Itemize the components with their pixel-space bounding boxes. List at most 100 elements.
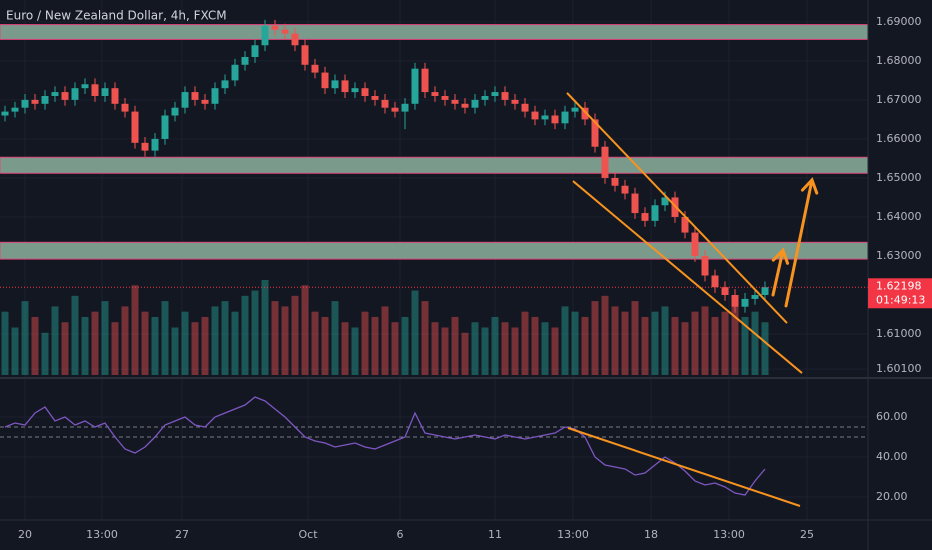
volume-bar bbox=[551, 327, 559, 375]
volume-bar bbox=[231, 311, 239, 375]
candle-body bbox=[381, 99, 389, 108]
volume-bar bbox=[631, 301, 639, 375]
volume-bar bbox=[741, 316, 749, 375]
candle-body bbox=[71, 88, 79, 100]
candle-body bbox=[11, 107, 19, 112]
volume-bar bbox=[651, 311, 659, 375]
arrow bbox=[771, 247, 790, 297]
volume-bar bbox=[591, 301, 599, 375]
countdown: 01:49:13 bbox=[876, 293, 925, 306]
candle-body bbox=[1, 111, 9, 116]
candle-body bbox=[161, 115, 169, 139]
candle-body bbox=[721, 287, 729, 296]
volume-bar bbox=[321, 316, 329, 375]
candle-body bbox=[91, 84, 99, 96]
x-tick-label: 18 bbox=[644, 528, 658, 541]
zone bbox=[0, 156, 869, 174]
candle-body bbox=[581, 107, 589, 120]
volume-bar bbox=[31, 316, 39, 375]
y-tick-label: 1.68000 bbox=[876, 54, 922, 67]
volume-bar bbox=[641, 316, 649, 375]
volume-bar bbox=[711, 316, 719, 375]
x-tick-label: 11 bbox=[488, 528, 502, 541]
volume-bar bbox=[281, 306, 289, 375]
volume-bar bbox=[581, 316, 589, 375]
volume-bar bbox=[751, 311, 759, 375]
candle-body bbox=[41, 95, 49, 104]
x-tick-label: 27 bbox=[175, 528, 189, 541]
x-tick-label: 20 bbox=[18, 528, 32, 541]
zone bbox=[0, 24, 869, 40]
x-tick-label: 13:00 bbox=[557, 528, 589, 541]
drawings bbox=[0, 92, 868, 374]
candle-body bbox=[31, 99, 39, 104]
volume-bar bbox=[41, 332, 49, 375]
trendline bbox=[566, 92, 788, 324]
volume-bar bbox=[431, 322, 439, 375]
volume-bar bbox=[131, 285, 139, 375]
last-price-label: 1.62198 bbox=[876, 279, 922, 292]
candle-body bbox=[391, 107, 399, 112]
volume-bar bbox=[301, 285, 309, 375]
volume-bar bbox=[171, 327, 179, 375]
rsi-pane bbox=[0, 396, 868, 507]
volume-bar bbox=[411, 290, 419, 375]
volume-bar bbox=[451, 316, 459, 375]
volume-bar bbox=[261, 280, 269, 375]
volume-bar bbox=[491, 316, 499, 375]
volume-bar bbox=[691, 311, 699, 375]
volume-bar bbox=[371, 316, 379, 375]
candle-body bbox=[331, 80, 339, 89]
candle-body bbox=[521, 103, 529, 112]
candle-body bbox=[141, 142, 149, 151]
candle-body bbox=[621, 185, 629, 194]
volume-bar bbox=[331, 301, 339, 375]
volume-bar bbox=[501, 322, 509, 375]
volume-bar bbox=[761, 322, 769, 375]
candle-body bbox=[111, 88, 119, 104]
rsi-trendline bbox=[567, 427, 801, 507]
candle-body bbox=[761, 287, 769, 296]
volume-bar bbox=[101, 301, 109, 375]
candle-body bbox=[101, 88, 109, 96]
volume-bar bbox=[21, 301, 29, 375]
candle-body bbox=[401, 103, 409, 112]
volume-bar bbox=[681, 322, 689, 375]
volume-bar bbox=[481, 327, 489, 375]
candle-body bbox=[131, 111, 139, 143]
candle-body bbox=[21, 99, 29, 108]
volume-bar bbox=[291, 295, 299, 375]
volume-bar bbox=[611, 306, 619, 375]
volume-bar bbox=[531, 316, 539, 375]
candle-body bbox=[681, 216, 689, 233]
volume-bar bbox=[311, 311, 319, 375]
volume-bar bbox=[561, 306, 569, 375]
candle-body bbox=[551, 115, 559, 124]
volume-bar bbox=[471, 322, 479, 375]
candle-body bbox=[241, 56, 249, 65]
x-tick-label: 13:00 bbox=[713, 528, 745, 541]
candle-body bbox=[411, 68, 419, 104]
candle-body bbox=[531, 111, 539, 120]
x-tick-label: 13:00 bbox=[86, 528, 118, 541]
arrow bbox=[784, 177, 819, 308]
volume-bar bbox=[91, 311, 99, 375]
candle-body bbox=[421, 68, 429, 93]
volume-bar bbox=[151, 316, 159, 375]
candle-body bbox=[291, 33, 299, 46]
candle-body bbox=[601, 146, 609, 178]
candle-body bbox=[501, 92, 509, 100]
candle-body bbox=[211, 88, 219, 104]
chart-title: Euro / New Zealand Dollar, 4h, FXCM bbox=[6, 9, 227, 23]
candle-body bbox=[651, 205, 659, 221]
candle-body bbox=[471, 99, 479, 108]
volume-bar bbox=[251, 290, 259, 375]
volume-bar bbox=[511, 327, 519, 375]
candle-body bbox=[271, 25, 279, 30]
volume bbox=[1, 280, 769, 375]
volume-bar bbox=[621, 311, 629, 375]
candle-body bbox=[301, 45, 309, 65]
volume-bar bbox=[671, 316, 679, 375]
volume-bar bbox=[571, 311, 579, 375]
